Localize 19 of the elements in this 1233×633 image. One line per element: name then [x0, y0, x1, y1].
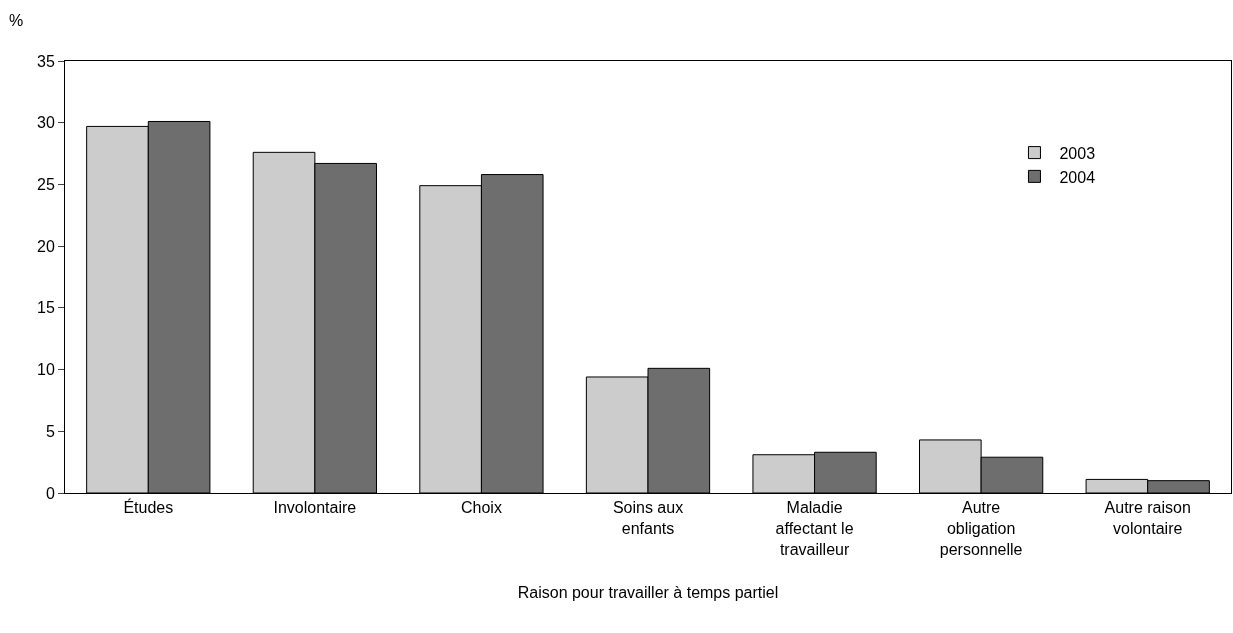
- x-tick-label: Soins aux enfants: [612, 499, 684, 537]
- y-axis-title: %: [9, 12, 24, 29]
- y-tick-label: 15: [37, 299, 55, 317]
- x-axis-title: Raison pour travailler à temps partiel: [517, 584, 779, 602]
- legend-label: 2003: [1059, 144, 1096, 162]
- y-tick-label: 5: [45, 422, 55, 440]
- y-tick-label: 10: [37, 361, 55, 379]
- y-tick-label: 35: [37, 52, 55, 70]
- x-tick-label: Choix: [460, 499, 502, 517]
- x-tick-label: Autre raison volontaire: [1104, 499, 1191, 537]
- y-tick-label: 0: [45, 484, 55, 502]
- y-tick-label: 30: [37, 114, 55, 132]
- y-tick-label: 25: [37, 176, 55, 194]
- x-tick-label: Autre obligation personnelle: [939, 499, 1023, 558]
- y-tick-label: 20: [37, 237, 55, 255]
- legend-label: 2004: [1059, 168, 1096, 186]
- x-tick-label: Maladie affectant le travailleur: [775, 499, 854, 558]
- x-tick-label: Études: [123, 498, 174, 517]
- x-tick-label: Involontaire: [273, 499, 357, 517]
